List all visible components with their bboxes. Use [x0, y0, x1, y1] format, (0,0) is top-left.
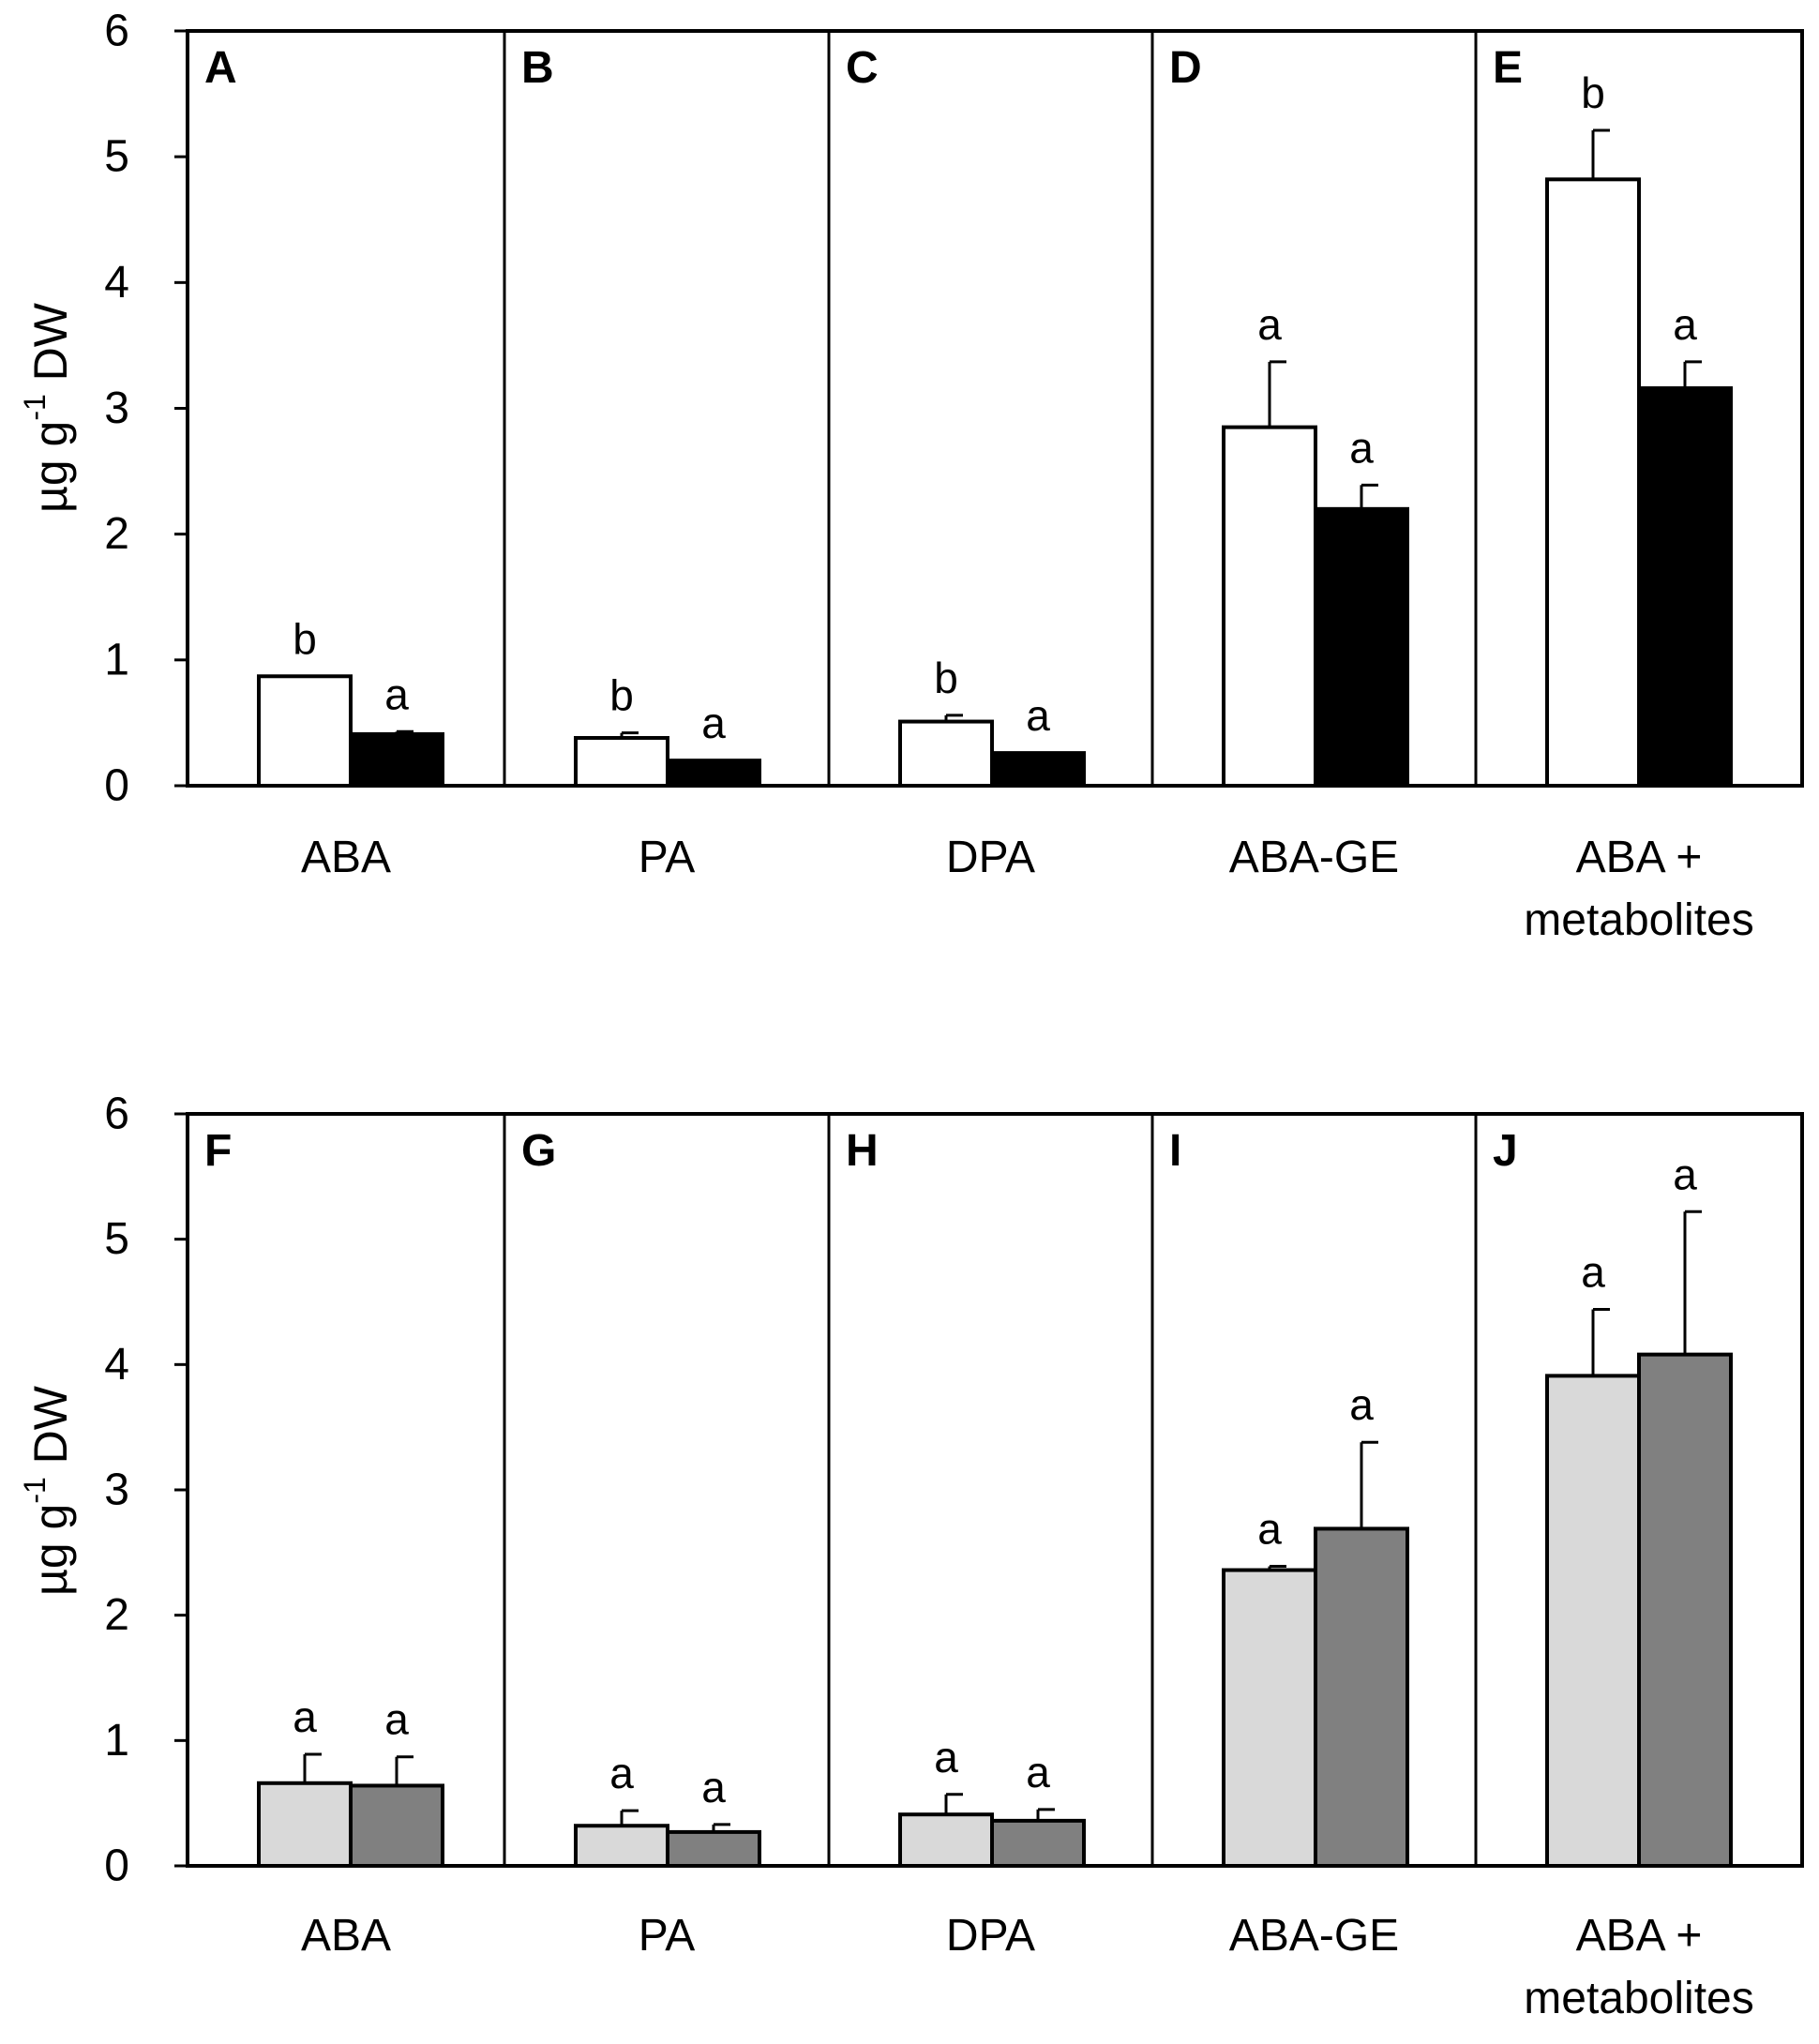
y-axis-title-unit: µg g — [24, 421, 77, 513]
category-label: ABA-GE — [1229, 1911, 1399, 1961]
bar-C-2 — [990, 751, 1086, 788]
panel-H: Ha a DPA — [846, 1126, 1086, 1961]
significance-label: a — [384, 1695, 409, 1744]
y-tick-label: 5 — [104, 132, 129, 182]
bar-G-2 — [666, 1829, 761, 1869]
significance-label: a — [1349, 423, 1374, 472]
panel-D: Da a ABA-GE — [1169, 43, 1409, 882]
category-label: ABA-GE — [1229, 833, 1399, 882]
y-tick-label: 5 — [104, 1214, 129, 1264]
category-label: DPA — [946, 1911, 1035, 1961]
y-tick-label: 4 — [104, 258, 129, 308]
y-tick-label: 2 — [104, 509, 129, 559]
significance-label: a — [1257, 300, 1282, 349]
significance-label: b — [609, 671, 634, 720]
panel-letter: A — [204, 43, 237, 93]
category-label: PA — [639, 1911, 695, 1961]
bar-F-2 — [349, 1783, 444, 1869]
panel-letter: G — [521, 1126, 556, 1176]
category-label: metabolites — [1524, 895, 1753, 945]
category-label: ABA + — [1576, 833, 1703, 882]
y-axis-title-rest: DW — [24, 302, 77, 394]
panel-F: Fa a ABA — [204, 1126, 444, 1961]
bar-B-1 — [574, 736, 669, 788]
y-tick-label: 6 — [104, 7, 129, 56]
significance-label: b — [934, 654, 958, 702]
significance-label: a — [701, 1763, 726, 1811]
bar-A-2 — [349, 731, 444, 788]
panel-letter: I — [1169, 1126, 1181, 1176]
significance-label: b — [1581, 68, 1605, 117]
bar-I-1 — [1222, 1568, 1317, 1868]
significance-label: a — [293, 1692, 317, 1741]
y-tick-label: 1 — [104, 635, 129, 684]
y-axis-title: µg g-1 DW — [18, 302, 77, 513]
significance-label: a — [1026, 1748, 1050, 1796]
bar-D-1 — [1222, 425, 1317, 788]
panel-letter: F — [204, 1126, 232, 1176]
bar-E-1 — [1545, 177, 1641, 789]
significance-label: a — [934, 1733, 958, 1781]
panel-B: Bb a PA — [521, 43, 761, 882]
bar-A-1 — [257, 674, 353, 789]
bar-G-1 — [574, 1824, 669, 1869]
y-axis-title-exponent: -1 — [18, 394, 52, 420]
significance-label: a — [1349, 1380, 1374, 1429]
significance-label: a — [609, 1749, 634, 1797]
significance-label: a — [1673, 300, 1697, 349]
panel-letter: J — [1493, 1126, 1518, 1176]
y-tick-label: 6 — [104, 1090, 129, 1139]
bar-B-2 — [666, 759, 761, 789]
y-tick-label: 0 — [104, 1841, 129, 1891]
y-tick-label: 3 — [104, 1465, 129, 1515]
y-axis-title-unit: µg g — [24, 1504, 77, 1596]
panel-letter: C — [846, 43, 879, 93]
bar-J-1 — [1545, 1374, 1641, 1868]
bar-C-1 — [898, 719, 994, 789]
panel-C: Cb a DPA — [846, 43, 1086, 882]
category-label: DPA — [946, 833, 1035, 882]
bar-H-1 — [898, 1812, 994, 1868]
chart-2: µg g-1 DW 0 1 2 3 4 5 6 Fa a ABA Ga a PA Ha a DPA Ia a ABA-… — [18, 1090, 1804, 2023]
y-tick-label: 3 — [104, 383, 129, 433]
bar-F-1 — [257, 1781, 353, 1869]
significance-label: a — [384, 669, 409, 718]
plot-frame — [186, 29, 1804, 788]
bar-D-2 — [1314, 506, 1409, 788]
y-axis-title-rest: DW — [24, 1385, 77, 1477]
y-tick-label: 4 — [104, 1340, 129, 1390]
plot-frame — [186, 1112, 1804, 1868]
panel-I: Ia a ABA-GE — [1169, 1126, 1409, 1961]
significance-label: b — [293, 614, 317, 663]
panel-letter: H — [846, 1126, 879, 1176]
y-tick-label: 1 — [104, 1716, 129, 1766]
significance-label: a — [1026, 691, 1050, 740]
bar-E-2 — [1637, 386, 1733, 788]
bar-J-2 — [1637, 1352, 1733, 1868]
y-axis-title: µg g-1 DW — [18, 1385, 77, 1596]
panel-letter: B — [521, 43, 554, 93]
category-label: metabolites — [1524, 1974, 1753, 2023]
category-label: ABA + — [1576, 1911, 1703, 1961]
bar-H-2 — [990, 1818, 1086, 1869]
significance-label: a — [1673, 1150, 1697, 1198]
category-label: ABA — [301, 833, 391, 882]
category-label: PA — [639, 833, 695, 882]
panel-G: Ga a PA — [521, 1126, 761, 1961]
panel-A: Ab a ABA — [204, 43, 444, 882]
significance-label: a — [1257, 1505, 1282, 1554]
category-label: ABA — [301, 1911, 391, 1961]
bar-I-2 — [1314, 1526, 1409, 1868]
panel-J: Ja a ABA + metabolites — [1493, 1126, 1754, 2023]
y-tick-label: 0 — [104, 761, 129, 811]
significance-label: a — [701, 699, 726, 747]
chart-1: µg g-1 DW 0 1 2 3 4 5 6 Ab a ABA Bb a PA Cb a DPA Da a ABA-… — [18, 7, 1804, 945]
y-axis-title-exponent: -1 — [18, 1477, 52, 1503]
panel-letter: E — [1493, 43, 1523, 93]
significance-label: a — [1581, 1248, 1605, 1297]
y-tick-label: 2 — [104, 1590, 129, 1640]
panel-letter: D — [1169, 43, 1202, 93]
